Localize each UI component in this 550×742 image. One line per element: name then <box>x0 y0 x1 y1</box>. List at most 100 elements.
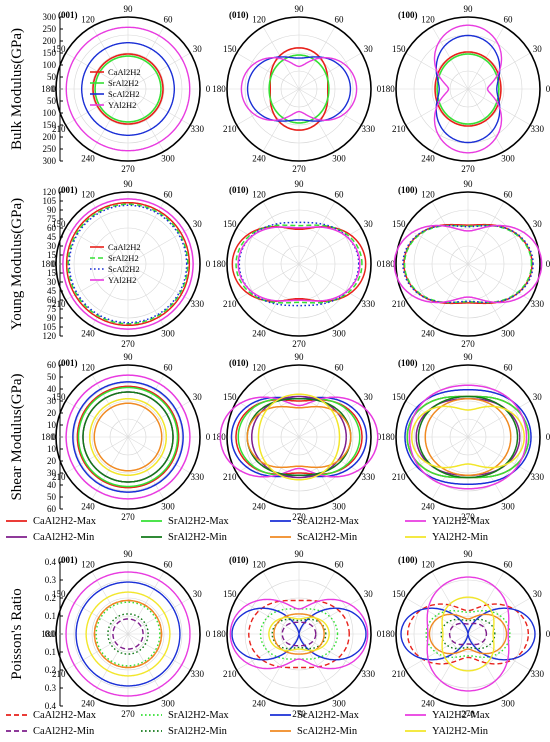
grid-spoke <box>405 263 469 301</box>
radial-tick-label: 120 <box>43 331 57 341</box>
radial-tick-label: 50 <box>47 96 57 106</box>
angle-label: 300 <box>501 698 515 708</box>
radial-tick-label: 0.2 <box>45 665 56 675</box>
radial-tick-label: 60 <box>47 504 57 514</box>
polar-panel-(001): 9060300330300270240210180150120(001)CaAl… <box>41 179 211 349</box>
series-curve-YAl2H2-Max <box>426 576 510 692</box>
grid-spoke <box>91 571 129 635</box>
grid-spoke <box>127 26 165 90</box>
angle-label: 270 <box>292 512 306 522</box>
grid-spoke <box>262 633 300 697</box>
radial-tick-label: 50 <box>47 372 57 382</box>
grid-spoke <box>65 52 129 90</box>
plane-label: (010) <box>229 10 249 20</box>
polar-frame <box>55 561 201 707</box>
angle-label: 300 <box>332 501 346 511</box>
angle-label: 210 <box>392 299 406 309</box>
series-curve-CaAl2H2-Min <box>415 398 521 477</box>
series-curve-CaAl2H2 <box>65 201 191 327</box>
angle-label: 0 <box>546 259 550 269</box>
radial-tick-label: 0.3 <box>45 575 57 585</box>
angle-label: 330 <box>362 669 376 679</box>
angle-label: 30 <box>533 44 543 54</box>
radial-tick-label: 10 <box>47 444 57 454</box>
series-curve-ScAl2H2-Min <box>93 402 163 472</box>
radial-tick-label: 90 <box>47 205 57 215</box>
series-curve-CaAl2H2-Max <box>76 385 180 489</box>
grid-spoke <box>262 201 300 265</box>
angle-label: 150 <box>392 219 406 229</box>
radial-tick-label: 300 <box>43 12 57 22</box>
radial-tick-label: 105 <box>43 196 57 206</box>
grid-spoke <box>298 52 362 90</box>
angle-label: 60 <box>504 15 514 25</box>
series-curve-ScAl2H2-Max <box>404 389 532 486</box>
angle-label: 30 <box>364 589 374 599</box>
angle-label: 180 <box>41 84 55 94</box>
plane-label: (100) <box>398 358 418 368</box>
grid-spoke <box>236 88 300 126</box>
angle-label: 30 <box>193 219 203 229</box>
angle-label: 180 <box>212 84 226 94</box>
grid-spoke <box>127 52 191 90</box>
angle-label: 30 <box>364 44 374 54</box>
angle-label: 150 <box>223 392 237 402</box>
grid-spoke <box>127 436 191 474</box>
angle-label: 330 <box>191 669 205 679</box>
grid-spoke <box>431 374 469 438</box>
angle-label: 270 <box>121 339 135 349</box>
angle-label: 60 <box>504 190 514 200</box>
angle-label: 300 <box>332 698 346 708</box>
grid-spoke <box>65 633 129 671</box>
series-curve-YAl2H2-Max <box>65 374 191 500</box>
angle-label: 330 <box>531 669 545 679</box>
grid-spoke <box>298 633 362 671</box>
grid-spoke <box>65 597 129 635</box>
legend-entry: SrAl2H2 <box>108 78 139 88</box>
legend-entry: YAl2H2 <box>108 275 136 285</box>
radial-tick-label: 0.4 <box>45 557 57 567</box>
grid-spoke <box>127 436 165 500</box>
angle-label: 270 <box>292 164 306 174</box>
angle-label: 150 <box>52 44 66 54</box>
angle-label: 240 <box>252 153 266 163</box>
angle-label: 120 <box>81 560 95 570</box>
angle-label: 90 <box>124 549 134 559</box>
series-curve-CaAl2H2-Min <box>448 622 488 646</box>
grid-spoke <box>467 597 531 635</box>
series-curve-YAl2H2-Min <box>441 596 495 672</box>
y-axis-label: Young Modulus(GPa) <box>9 198 25 330</box>
series-curve-SrAl2H2 <box>436 53 500 125</box>
angle-label: 270 <box>121 512 135 522</box>
legend-shear: CaAl2H2-Max SrAl2H2-Max ScAl2H2-Max YAl2H2-… <box>6 516 490 543</box>
grid-spoke <box>467 263 505 327</box>
grid-spoke <box>91 436 129 500</box>
angle-label: 120 <box>252 560 266 570</box>
angle-label: 30 <box>364 219 374 229</box>
series-curve-SrAl2H2-Max <box>95 601 161 667</box>
angle-label: 240 <box>421 698 435 708</box>
grid-spoke <box>262 436 300 500</box>
angle-label: 150 <box>52 219 66 229</box>
grid-spoke <box>405 436 469 474</box>
angle-label: 90 <box>464 352 474 362</box>
polar-frame <box>395 561 541 707</box>
grid-spoke <box>298 374 336 438</box>
angle-label: 180 <box>41 629 55 639</box>
angle-label: 210 <box>223 124 237 134</box>
grid-spoke <box>127 374 165 438</box>
grid-spoke <box>298 633 336 697</box>
radial-tick-label: 100 <box>43 60 57 70</box>
angle-label: 240 <box>81 328 95 338</box>
polar-frame <box>55 16 201 162</box>
grid-spoke <box>262 263 300 327</box>
grid-spoke <box>127 597 191 635</box>
angle-label: 0 <box>206 432 211 442</box>
angle-label: 60 <box>335 15 345 25</box>
grid-spoke <box>467 263 531 301</box>
angle-label: 240 <box>252 698 266 708</box>
